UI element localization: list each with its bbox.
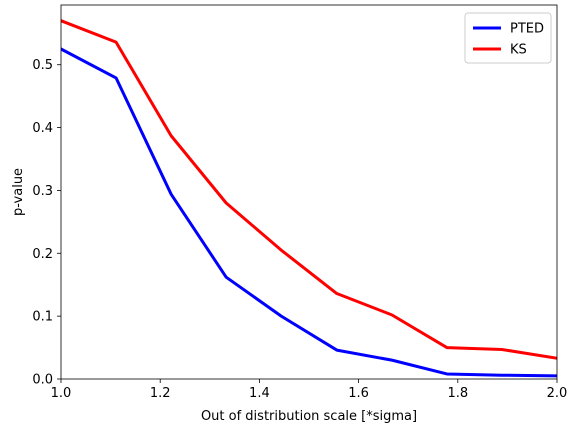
x-tick-label: 1.8 (447, 386, 468, 401)
x-axis-title: Out of distribution scale [*sigma] (201, 409, 417, 424)
x-tick-label: 1.2 (150, 386, 171, 401)
axes-group: 1.0 1.2 1.4 1.6 1.8 2.0 0.0 0.1 0.2 0.3 0.4 0.5 (32, 4, 568, 401)
y-tick-label: 0.2 (32, 247, 53, 262)
plot-background (61, 5, 557, 379)
y-axis-title: p-value (11, 168, 26, 216)
y-tick-label: 0.5 (32, 58, 53, 73)
series-line-ks (61, 19, 557, 360)
y-tick-label: 0.1 (32, 310, 53, 325)
legend: PTED KS (464, 12, 552, 64)
legend-label-ks: KS (510, 43, 527, 58)
axes-frame (60, 4, 558, 380)
legend-label-pted: PTED (510, 22, 544, 37)
series-line-pted (61, 47, 557, 378)
series-group (61, 19, 557, 378)
plot-area (61, 5, 557, 379)
y-tick-label: 0.0 (32, 373, 53, 388)
x-tick-label: 1.0 (51, 386, 72, 401)
legend-box (464, 12, 552, 64)
y-tick-label: 0.3 (32, 184, 53, 199)
x-tick-label: 2.0 (547, 386, 568, 401)
y-tick-label: 0.4 (32, 121, 53, 136)
x-tick-label: 1.6 (348, 386, 369, 401)
x-tick-label: 1.4 (249, 386, 270, 401)
